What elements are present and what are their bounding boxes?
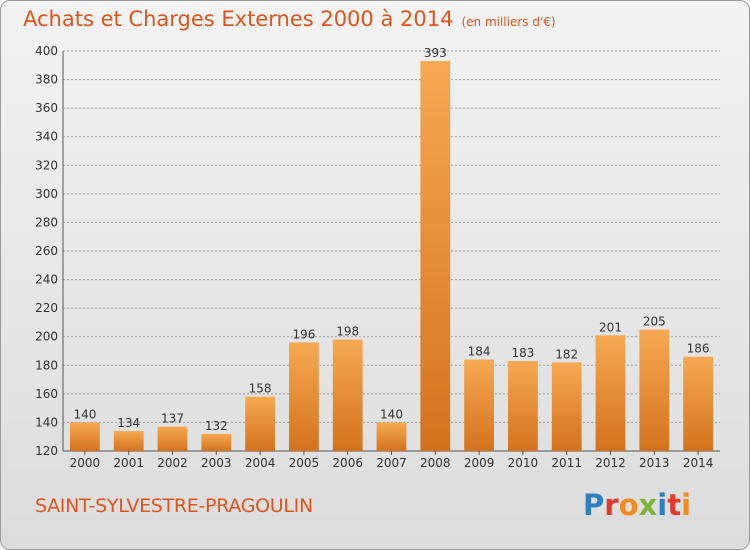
- bar: [595, 335, 626, 451]
- commune-name: SAINT-SYLVESTRE-PRAGOULIN: [35, 495, 313, 517]
- x-tick-label: 2004: [245, 456, 276, 470]
- bar: [113, 431, 144, 451]
- bar: [289, 342, 319, 451]
- logo-letter: r: [604, 488, 619, 522]
- x-tick-label: 2012: [595, 456, 626, 470]
- bar: [157, 426, 188, 451]
- y-tick-label: 280: [35, 215, 58, 229]
- data-label: 196: [292, 327, 315, 341]
- data-label: 182: [555, 347, 578, 361]
- x-tick-label: 2006: [332, 456, 363, 470]
- x-tick-label: 2011: [551, 456, 582, 470]
- bar: [245, 396, 275, 451]
- x-tick-label: 2005: [289, 456, 320, 470]
- data-label: 205: [643, 315, 666, 329]
- x-tick-label: 2003: [201, 456, 232, 470]
- data-label: 198: [336, 325, 359, 339]
- bar: [376, 422, 407, 451]
- data-label: 140: [380, 407, 403, 421]
- bar: [464, 359, 494, 451]
- logo-letter: i: [681, 488, 692, 522]
- bar: [551, 362, 582, 451]
- y-tick-label: 240: [35, 273, 58, 287]
- bar: [70, 422, 100, 451]
- y-tick-label: 140: [35, 415, 58, 429]
- logo-letter: o: [618, 488, 639, 522]
- chart-unit: (en milliers d'€): [461, 15, 556, 29]
- bar: [201, 433, 232, 451]
- chart-title: Achats et Charges Externes 2000 à 2014 (e…: [23, 7, 556, 31]
- x-tick-label: 2001: [113, 456, 144, 470]
- logo-letter: x: [638, 488, 658, 522]
- data-label: 201: [599, 320, 622, 334]
- x-tick-label: 2010: [508, 456, 539, 470]
- y-tick-label: 220: [35, 301, 58, 315]
- y-tick-label: 320: [35, 158, 58, 172]
- data-label: 186: [687, 342, 710, 356]
- bar: [639, 329, 670, 451]
- data-label: 158: [249, 382, 272, 396]
- chart-title-text: Achats et Charges Externes 2000 à 2014: [23, 7, 454, 31]
- bar: [683, 356, 713, 451]
- y-tick-label: 340: [35, 130, 58, 144]
- proxiti-logo: Proxiti: [583, 488, 691, 522]
- data-label: 137: [161, 412, 184, 426]
- bar: [420, 61, 451, 451]
- x-tick-label: 2009: [464, 456, 495, 470]
- x-tick-label: 2013: [639, 456, 670, 470]
- y-tick-label: 300: [35, 187, 58, 201]
- x-tick-label: 2002: [157, 456, 188, 470]
- y-tick-label: 260: [35, 244, 58, 258]
- bar: [332, 339, 363, 451]
- y-tick-label: 180: [35, 358, 58, 372]
- x-tick-label: 2007: [376, 456, 407, 470]
- y-tick-label: 160: [35, 387, 58, 401]
- bar: [508, 361, 538, 451]
- logo-letter: i: [657, 488, 668, 522]
- x-tick-label: 2000: [70, 456, 101, 470]
- data-label: 134: [117, 416, 140, 430]
- y-tick-label: 400: [35, 44, 58, 58]
- y-tick-label: 380: [35, 73, 58, 87]
- x-tick-label: 2014: [683, 456, 714, 470]
- logo-letter: t: [667, 488, 682, 522]
- data-label: 132: [205, 419, 228, 433]
- logo-letter: P: [583, 488, 605, 522]
- data-label: 393: [424, 46, 447, 60]
- data-label: 140: [73, 407, 96, 421]
- y-tick-label: 360: [35, 101, 58, 115]
- data-label: 183: [511, 346, 534, 360]
- y-tick-label: 200: [35, 330, 58, 344]
- y-tick-label: 120: [35, 444, 58, 458]
- data-label: 184: [468, 345, 491, 359]
- x-tick-label: 2008: [420, 456, 451, 470]
